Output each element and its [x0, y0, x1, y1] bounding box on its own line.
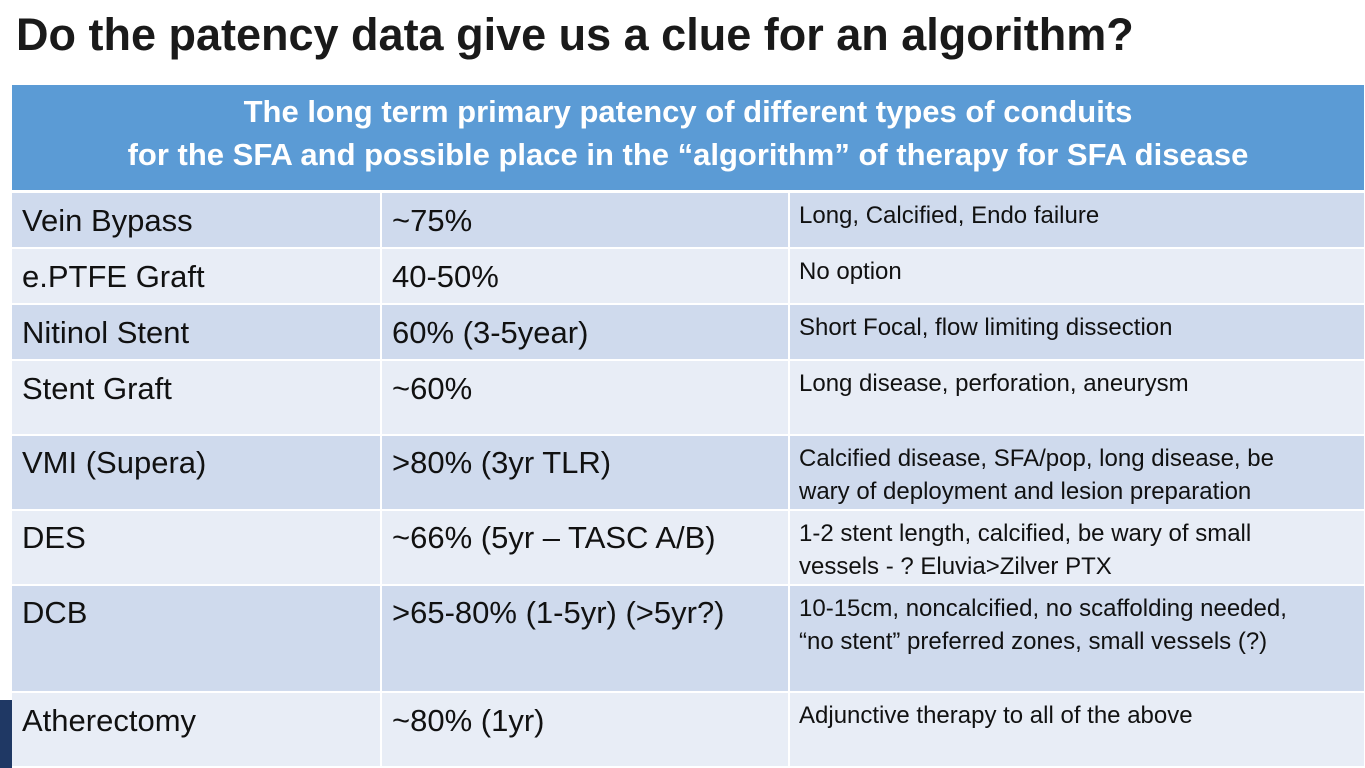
- algorithm-text: 10-15cm, noncalcified, no scaffolding ne…: [799, 595, 1287, 655]
- patency-cell: >80% (3yr TLR): [380, 436, 788, 511]
- table-header-line-1: The long term primary patency of differe…: [243, 94, 1133, 129]
- patency-value: 60% (3-5year): [392, 315, 589, 350]
- patency-value: >65-80% (1-5yr) (>5yr?): [392, 595, 725, 630]
- table-row: Nitinol Stent 60% (3-5year) Short Focal,…: [12, 305, 1364, 361]
- patency-table: The long term primary patency of differe…: [12, 85, 1364, 768]
- algorithm-text: Long disease, perforation, aneurysm: [799, 370, 1189, 397]
- patency-value: ~66% (5yr – TASC A/B): [392, 520, 716, 555]
- algorithm-cell: Calcified disease, SFA/pop, long disease…: [788, 436, 1364, 511]
- patency-cell: 60% (3-5year): [380, 305, 788, 361]
- conduit-cell: DES: [12, 511, 380, 586]
- table-row: DES ~66% (5yr – TASC A/B) 1-2 stent leng…: [12, 511, 1364, 586]
- patency-value: 40-50%: [392, 259, 499, 294]
- accent-bar: [0, 700, 12, 768]
- patency-cell: >65-80% (1-5yr) (>5yr?): [380, 586, 788, 693]
- conduit-label: Vein Bypass: [22, 203, 193, 238]
- patency-value: >80% (3yr TLR): [392, 445, 612, 480]
- table-row: Vein Bypass ~75% Long, Calcified, Endo f…: [12, 193, 1364, 249]
- algorithm-cell: 1-2 stent length, calcified, be wary of …: [788, 511, 1364, 586]
- table-row: Stent Graft ~60% Long disease, perforati…: [12, 361, 1364, 436]
- algorithm-text: Adjunctive therapy to all of the above: [799, 702, 1193, 729]
- algorithm-text: 1-2 stent length, calcified, be wary of …: [799, 520, 1252, 580]
- algorithm-cell: Long, Calcified, Endo failure: [788, 193, 1364, 249]
- conduit-cell: DCB: [12, 586, 380, 693]
- algorithm-cell: No option: [788, 249, 1364, 305]
- algorithm-cell: Short Focal, flow limiting dissection: [788, 305, 1364, 361]
- conduit-cell: Nitinol Stent: [12, 305, 380, 361]
- patency-cell: ~75%: [380, 193, 788, 249]
- patency-value: ~60%: [392, 371, 473, 406]
- algorithm-text: No option: [799, 258, 902, 285]
- conduit-label: VMI (Supera): [22, 445, 207, 480]
- conduit-label: DES: [22, 520, 86, 555]
- algorithm-cell: Adjunctive therapy to all of the above: [788, 693, 1364, 768]
- algorithm-text: Short Focal, flow limiting dissection: [799, 314, 1173, 341]
- table-row: Atherectomy ~80% (1yr) Adjunctive therap…: [12, 693, 1364, 768]
- patency-cell: 40-50%: [380, 249, 788, 305]
- algorithm-cell: Long disease, perforation, aneurysm: [788, 361, 1364, 436]
- table-header: The long term primary patency of differe…: [12, 85, 1364, 190]
- patency-cell: ~60%: [380, 361, 788, 436]
- algorithm-text: Calcified disease, SFA/pop, long disease…: [799, 445, 1274, 505]
- conduit-cell: Stent Graft: [12, 361, 380, 436]
- algorithm-cell: 10-15cm, noncalcified, no scaffolding ne…: [788, 586, 1364, 693]
- patency-cell: ~80% (1yr): [380, 693, 788, 768]
- conduit-label: Atherectomy: [22, 703, 197, 738]
- conduit-label: Nitinol Stent: [22, 315, 190, 350]
- conduit-cell: Vein Bypass: [12, 193, 380, 249]
- table-header-line-2: for the SFA and possible place in the “a…: [127, 137, 1249, 172]
- slide-title: Do the patency data give us a clue for a…: [16, 9, 1134, 60]
- algorithm-text: Long, Calcified, Endo failure: [799, 202, 1100, 229]
- patency-cell: ~66% (5yr – TASC A/B): [380, 511, 788, 586]
- patency-value: ~80% (1yr): [392, 703, 545, 738]
- conduit-cell: Atherectomy: [12, 693, 380, 768]
- conduit-label: DCB: [22, 595, 88, 630]
- conduit-label: e.PTFE Graft: [22, 259, 205, 294]
- table-row: VMI (Supera) >80% (3yr TLR) Calcified di…: [12, 436, 1364, 511]
- conduit-cell: VMI (Supera): [12, 436, 380, 511]
- conduit-label: Stent Graft: [22, 371, 172, 406]
- table-row: e.PTFE Graft 40-50% No option: [12, 249, 1364, 305]
- table-row: DCB >65-80% (1-5yr) (>5yr?) 10-15cm, non…: [12, 586, 1364, 693]
- patency-value: ~75%: [392, 203, 473, 238]
- conduit-cell: e.PTFE Graft: [12, 249, 380, 305]
